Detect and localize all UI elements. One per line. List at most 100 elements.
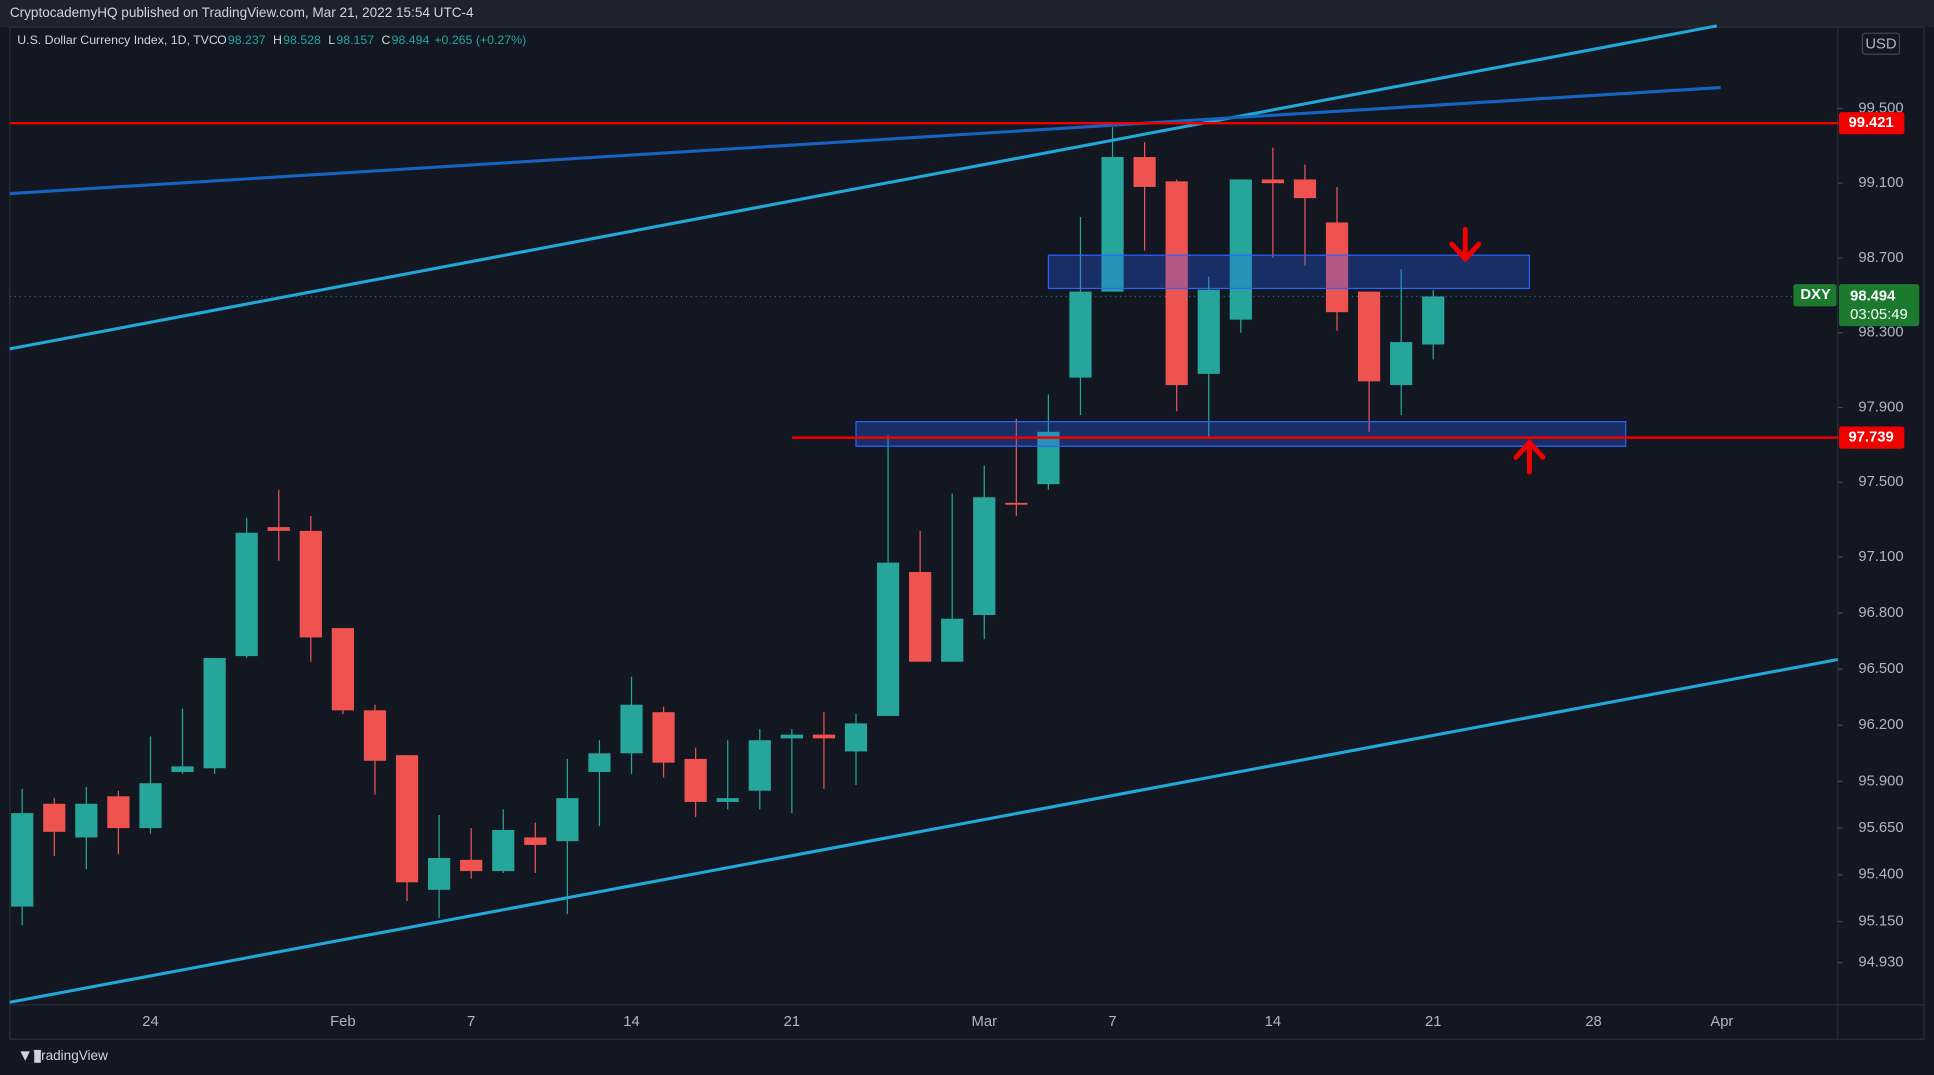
- x-tick-label: Mar: [972, 1014, 998, 1030]
- candle-body: [524, 837, 547, 845]
- plot: 94.930 95.150 95.400 95.650 95.900 96.200 96.5…: [11, 33, 1904, 1030]
- overlay: 99.421 97.739 98.494 03:05:49 DXY: [9, 112, 1920, 449]
- x-tick-label: 7: [467, 1014, 475, 1030]
- candle-body: [556, 798, 579, 842]
- candle-body: [460, 859, 483, 872]
- y-tick-label: 96.200: [1858, 717, 1903, 733]
- candle-body: [427, 857, 451, 890]
- candle-body: [1325, 222, 1349, 313]
- y-tick-label: 95.650: [1858, 820, 1903, 836]
- symbol-box: [1793, 284, 1837, 307]
- candle-body: [171, 766, 194, 773]
- candle-body: [1037, 431, 1060, 485]
- candle-body: [43, 803, 66, 832]
- brand-logo: ▼▮: [17, 1047, 42, 1065]
- ohlc-key: L: [328, 33, 335, 47]
- ohlc-key: C: [382, 33, 391, 47]
- x-tick-label: 24: [142, 1014, 158, 1030]
- x-tick-label: 14: [623, 1014, 639, 1030]
- ohlc-value: 98.494: [392, 33, 430, 47]
- currency[interactable]: USD: [1865, 36, 1896, 52]
- candle-body: [139, 783, 162, 829]
- arrow-down: [1449, 226, 1482, 263]
- x-tick-label: 7: [1108, 1014, 1116, 1030]
- candle-body: [684, 758, 707, 802]
- candle-body: [1422, 296, 1445, 345]
- y-tick-label: 95.900: [1858, 773, 1903, 789]
- candle-body: [1165, 181, 1188, 386]
- candle-body: [748, 740, 771, 791]
- y-tick-label: 94.930: [1858, 955, 1903, 971]
- candle-body: [107, 796, 130, 829]
- change: +0.265 (+0.27%): [434, 33, 526, 47]
- candle-body: [1293, 179, 1317, 199]
- y-tick-label: 98.300: [1858, 325, 1903, 341]
- current-price-box: [1839, 284, 1920, 327]
- candle-body: [299, 530, 322, 638]
- trend-line: [9, 658, 1839, 1004]
- x-tick-label: 21: [784, 1014, 800, 1030]
- candle-body: [1390, 342, 1413, 386]
- candle-body: [812, 734, 836, 739]
- current-price: 98.494: [1850, 288, 1896, 304]
- candle-body: [1229, 179, 1252, 320]
- candle-body: [1357, 291, 1381, 382]
- y-tick-label: 97.100: [1858, 549, 1903, 565]
- price-label-box: [1839, 426, 1905, 449]
- zone-box: [855, 421, 1627, 447]
- y-tick-label: 95.150: [1858, 913, 1903, 929]
- candle-body: [11, 813, 34, 907]
- countdown: 03:05:49: [1850, 307, 1908, 323]
- currency-box[interactable]: [1861, 32, 1901, 55]
- y-tick-label: 96.800: [1858, 605, 1903, 621]
- x-tick-label: Feb: [330, 1014, 355, 1030]
- candle-body: [1005, 502, 1028, 505]
- candle-body: [620, 704, 643, 754]
- trend-line: [9, 24, 1718, 351]
- x-tick-label: 21: [1425, 1014, 1441, 1030]
- x-tick-label: Apr: [1710, 1014, 1733, 1030]
- ohlc-key: H: [273, 33, 282, 47]
- candle-body: [1261, 179, 1284, 184]
- candle-body: [973, 497, 996, 615]
- y-tick-label: 96.500: [1858, 661, 1903, 677]
- price-label: 99.421: [1848, 115, 1893, 131]
- candle-body: [331, 628, 354, 711]
- trend-line: [9, 85, 1721, 196]
- x-tick-label: 28: [1585, 1014, 1601, 1030]
- y-tick-label: 97.500: [1858, 474, 1903, 490]
- candle-body: [844, 723, 868, 752]
- y-tick-label: 95.400: [1858, 867, 1903, 883]
- symbol: DXY: [1800, 287, 1831, 303]
- candle-body: [876, 562, 900, 716]
- publish-info: CryptocademyHQ published on TradingView.…: [10, 5, 474, 20]
- ohlc-value: 98.157: [336, 33, 374, 47]
- candle-body: [235, 532, 258, 657]
- brand: TradingView: [33, 1048, 108, 1063]
- candle-body: [1133, 157, 1156, 187]
- candle-body: [1197, 289, 1220, 374]
- candle-body: [75, 803, 98, 838]
- candle-body: [909, 572, 932, 662]
- chart-title: U.S. Dollar Currency Index, 1D, TVC: [17, 33, 218, 47]
- price-label: 97.739: [1848, 430, 1893, 446]
- y-tick-label: 99.100: [1858, 175, 1903, 191]
- candle-body: [941, 618, 964, 662]
- candle-body: [652, 712, 675, 763]
- ohlc-key: O: [217, 33, 227, 47]
- candle-body: [395, 755, 419, 883]
- candle-body: [780, 734, 803, 739]
- y-tick-label: 97.900: [1858, 399, 1903, 415]
- header-bar: [0, 0, 1934, 28]
- candle-body: [267, 527, 290, 531]
- x-tick-label: 14: [1265, 1014, 1281, 1030]
- ohlc-value: 98.528: [283, 33, 321, 47]
- candle-body: [716, 798, 739, 802]
- candle-body: [363, 710, 387, 761]
- candle-body: [588, 753, 611, 773]
- y-tick-label: 98.700: [1858, 250, 1903, 266]
- price-label-box: [1839, 112, 1905, 135]
- candle-body: [1101, 157, 1124, 292]
